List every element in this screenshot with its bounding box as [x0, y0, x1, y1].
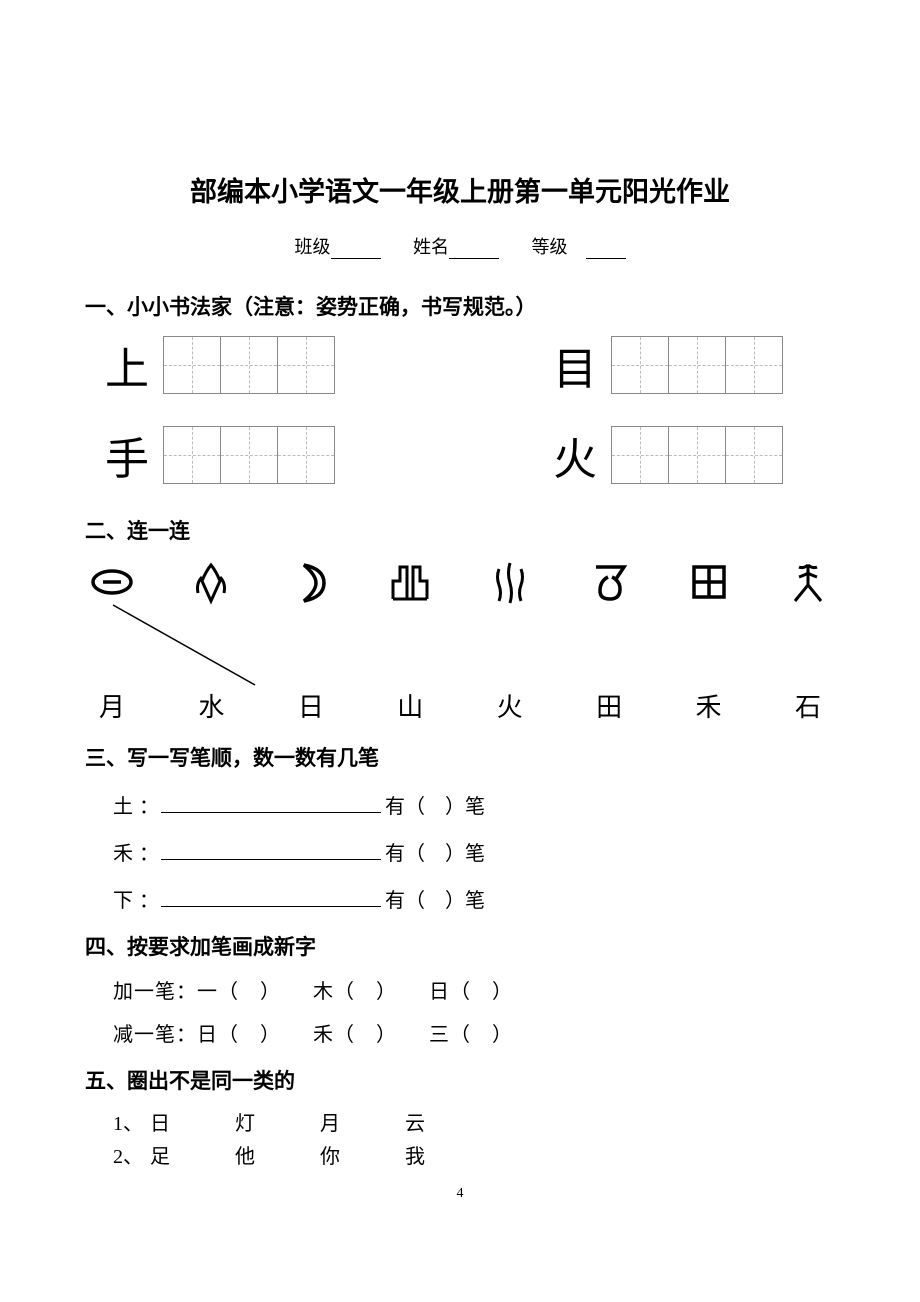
grade-blank[interactable]	[586, 241, 626, 259]
oracle-moon-icon[interactable]	[286, 557, 336, 607]
oracle-row	[85, 557, 835, 607]
circle-row: 1、 日 灯 月 云	[113, 1107, 835, 1136]
circle-item[interactable]: 足	[150, 1140, 230, 1169]
tian-box[interactable]	[277, 336, 335, 394]
match-char[interactable]: 火	[485, 687, 535, 724]
oracle-mountain-icon[interactable]	[385, 557, 435, 607]
tian-box[interactable]	[668, 426, 726, 484]
stroke-blank[interactable]	[161, 795, 381, 813]
grid-boxes	[611, 336, 783, 394]
section5-heading: 五、圈出不是同一类的	[85, 1065, 835, 1095]
grid-boxes	[163, 336, 335, 394]
match-char[interactable]: 日	[286, 687, 336, 724]
row-num: 2、	[113, 1146, 143, 1168]
practice-char: 火	[545, 423, 605, 487]
oracle-field-icon[interactable]	[684, 557, 734, 607]
match-area: 月 水 日 山 火 田 禾 石	[85, 557, 835, 724]
page-number: 4	[0, 1186, 920, 1202]
stroke-item: 禾：有（ ）笔	[113, 837, 835, 866]
section2-heading: 二、连一连	[85, 515, 835, 545]
writing-pair: 手	[97, 423, 335, 487]
stroke-blank[interactable]	[161, 842, 381, 860]
tian-box[interactable]	[725, 426, 783, 484]
grade-label: 等级	[532, 237, 568, 257]
circle-item[interactable]: 灯	[235, 1107, 315, 1136]
stroke-item: 土：有（ ）笔	[113, 790, 835, 819]
writing-row-2: 手 火	[85, 423, 835, 487]
circle-item[interactable]: 云	[405, 1107, 485, 1136]
stroke-tail: 有（ ）笔	[385, 884, 485, 913]
tian-box[interactable]	[725, 336, 783, 394]
section1-heading: 一、小小书法家（注意：姿势正确，书写规范。）	[85, 291, 835, 321]
practice-char: 上	[97, 333, 157, 397]
section4-heading: 四、按要求加笔画成新字	[85, 931, 835, 961]
writing-pair: 火	[545, 423, 783, 487]
name-label: 姓名	[413, 237, 449, 257]
oracle-fire-icon[interactable]	[186, 557, 236, 607]
practice-char: 目	[545, 333, 605, 397]
circle-item[interactable]: 日	[150, 1107, 230, 1136]
match-char[interactable]: 石	[783, 687, 833, 724]
circle-item[interactable]: 我	[405, 1140, 485, 1169]
modern-char-row: 月 水 日 山 火 田 禾 石	[85, 687, 835, 724]
tian-box[interactable]	[220, 336, 278, 394]
worksheet-title: 部编本小学语文一年级上册第一单元阳光作业	[85, 170, 835, 209]
name-blank[interactable]	[449, 241, 499, 259]
circle-item[interactable]: 你	[320, 1140, 400, 1169]
match-char[interactable]: 田	[584, 687, 634, 724]
meta-row: 班级 姓名 等级	[85, 233, 835, 259]
grid-boxes	[163, 426, 335, 484]
tian-box[interactable]	[611, 426, 669, 484]
tian-box[interactable]	[220, 426, 278, 484]
match-char[interactable]: 山	[385, 687, 435, 724]
tian-box[interactable]	[163, 336, 221, 394]
stroke-char: 下	[113, 884, 133, 913]
tian-box[interactable]	[163, 426, 221, 484]
writing-pair: 目	[545, 333, 783, 397]
stroke-blank[interactable]	[161, 889, 381, 907]
class-blank[interactable]	[331, 241, 381, 259]
sub-stroke-line: 减一笔：日（ ） 禾（ ） 三（ ）	[113, 1018, 835, 1047]
stroke-char: 禾	[113, 837, 133, 866]
match-char[interactable]: 水	[186, 687, 236, 724]
stroke-char: 土	[113, 790, 133, 819]
class-label: 班级	[295, 237, 331, 257]
oracle-sun-icon[interactable]	[87, 557, 137, 607]
circle-row: 2、 足 他 你 我	[113, 1140, 835, 1169]
oracle-stone-icon[interactable]	[584, 557, 634, 607]
stroke-tail: 有（ ）笔	[385, 837, 485, 866]
match-char[interactable]: 禾	[684, 687, 734, 724]
match-char[interactable]: 月	[87, 687, 137, 724]
stroke-item: 下：有（ ）笔	[113, 884, 835, 913]
circle-item[interactable]: 他	[235, 1140, 315, 1169]
row-num: 1、	[113, 1113, 143, 1135]
tian-box[interactable]	[611, 336, 669, 394]
tian-box[interactable]	[668, 336, 726, 394]
practice-char: 手	[97, 423, 157, 487]
oracle-grain-icon[interactable]	[783, 557, 833, 607]
stroke-tail: 有（ ）笔	[385, 790, 485, 819]
writing-pair: 上	[97, 333, 335, 397]
tian-box[interactable]	[277, 426, 335, 484]
circle-item[interactable]: 月	[320, 1107, 400, 1136]
add-stroke-line: 加一笔：一（ ） 木（ ） 日（ ）	[113, 975, 835, 1004]
grid-boxes	[611, 426, 783, 484]
oracle-water-icon[interactable]	[485, 557, 535, 607]
writing-row-1: 上 目	[85, 333, 835, 397]
section3-heading: 三、写一写笔顺，数一数有几笔	[85, 742, 835, 772]
